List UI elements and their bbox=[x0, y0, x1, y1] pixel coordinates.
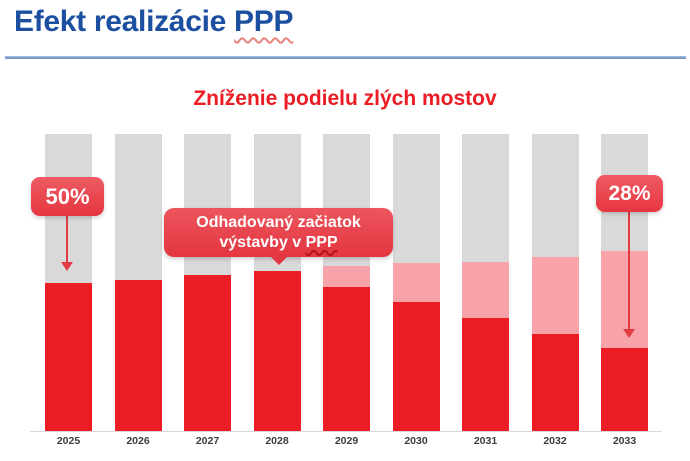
bar-segment-pink-2030 bbox=[392, 263, 440, 302]
bar-column-2027: 2027 bbox=[184, 134, 231, 447]
bar-segment-red-2032 bbox=[531, 334, 579, 431]
bar-segment-gray-2031 bbox=[462, 134, 509, 262]
bar-segment-gray-2030 bbox=[392, 134, 440, 264]
arrow-28-head-icon bbox=[623, 329, 635, 338]
page-title-text: Efekt realizácie bbox=[14, 5, 235, 38]
bar-column-2030: 2030 bbox=[392, 134, 440, 447]
ppp-start-callout-line2-text: výstavby v bbox=[219, 233, 306, 251]
bar-segment-pink-2031 bbox=[462, 261, 509, 319]
bar-segment-pink-2029 bbox=[323, 266, 370, 287]
bar-segment-red-2026 bbox=[114, 279, 162, 431]
callout-28-percent: 28% bbox=[596, 175, 663, 212]
callout-pointer-icon bbox=[269, 256, 288, 265]
bar-segment-red-2029 bbox=[323, 286, 370, 431]
bar-column-2026: 2026 bbox=[114, 134, 162, 447]
bar-segment-gray-2026 bbox=[114, 134, 162, 280]
ppp-start-callout-line2: výstavby v PPP bbox=[164, 233, 393, 253]
bar-column-2028: 2028 bbox=[253, 134, 301, 447]
bar-segment-gray-2032 bbox=[531, 134, 579, 258]
page-title: Efekt realizácie PPP bbox=[14, 5, 293, 39]
x-axis-line bbox=[30, 431, 662, 432]
bar-column-2031: 2031 bbox=[462, 134, 509, 447]
chart-title: Zníženie podielu zlých mostov bbox=[193, 87, 497, 110]
bar-column-2029: 2029 bbox=[323, 134, 370, 447]
arrow-50-line bbox=[66, 216, 68, 263]
x-axis-label-2026: 2026 bbox=[126, 435, 150, 447]
title-divider bbox=[5, 56, 686, 59]
arrow-28-line bbox=[628, 212, 630, 330]
bars: 2025 2026 2027 2028 2029 2030 2031 2032 2033 bbox=[45, 134, 648, 447]
bar-segment-red-2031 bbox=[462, 318, 509, 431]
x-axis-label-2028: 2028 bbox=[265, 435, 289, 447]
x-axis-label-2029: 2029 bbox=[334, 435, 359, 447]
x-axis-label-2033: 2033 bbox=[612, 435, 637, 447]
x-axis-label-2030: 2030 bbox=[404, 435, 428, 447]
bar-segment-red-2030 bbox=[392, 301, 440, 431]
bar-column-2032: 2032 bbox=[531, 134, 579, 447]
bar-segment-red-2033 bbox=[601, 347, 648, 431]
ppp-start-callout-ppp: PPP bbox=[305, 233, 338, 251]
x-axis-label-2032: 2032 bbox=[543, 435, 567, 447]
bar-segment-red-2025 bbox=[45, 282, 92, 431]
arrow-50-head-icon bbox=[61, 262, 73, 271]
x-axis-label-2031: 2031 bbox=[473, 435, 498, 447]
callout-50-percent: 50% bbox=[31, 177, 104, 216]
bar-chart: 2025 2026 2027 2028 2029 2030 2031 2032 2033 bbox=[30, 134, 662, 447]
x-axis-label-2025: 2025 bbox=[56, 435, 81, 447]
bar-segment-pink-2032 bbox=[531, 257, 579, 335]
bar-segment-red-2028 bbox=[253, 270, 301, 431]
ppp-start-callout: Odhadovaný začiatok výstavby v PPP bbox=[164, 208, 393, 265]
ppp-start-callout-line1: Odhadovaný začiatok bbox=[196, 213, 361, 231]
bar-segment-red-2027 bbox=[184, 275, 231, 431]
page-title-ppp: PPP bbox=[234, 5, 294, 38]
x-axis-label-2027: 2027 bbox=[195, 435, 220, 447]
